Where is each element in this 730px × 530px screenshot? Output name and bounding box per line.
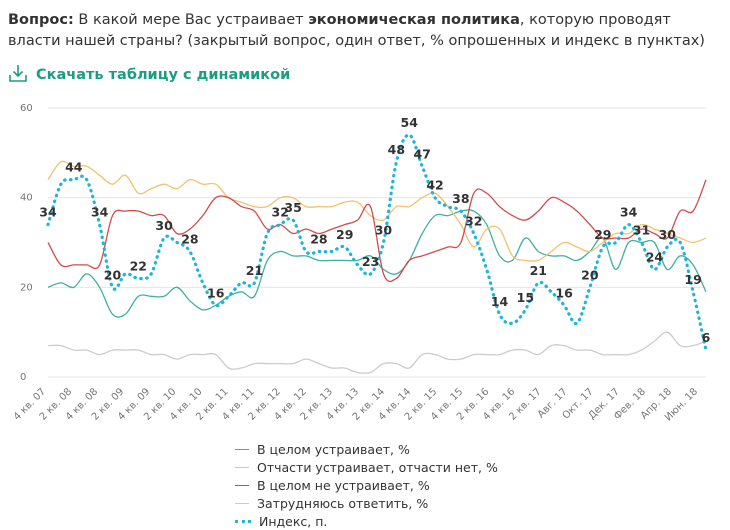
point-label: 20 — [104, 267, 122, 282]
question-part1: В какой мере Вас устраивает — [73, 12, 309, 28]
point-label: 21 — [246, 263, 263, 278]
point-label: 30 — [375, 223, 393, 238]
legend-swatch — [235, 484, 249, 486]
legend-label: В целом не устраивает, % — [257, 477, 430, 493]
y-tick-label: 40 — [20, 193, 33, 204]
legend-item[interactable]: Отчасти устраивает, отчасти нет, % — [235, 458, 498, 476]
point-label: 28 — [181, 231, 198, 246]
point-label: 29 — [594, 227, 611, 242]
legend-item[interactable]: Индекс, п. — [235, 512, 498, 530]
point-label: 42 — [426, 178, 443, 193]
point-label: 15 — [517, 290, 534, 305]
point-label: 44 — [65, 160, 83, 175]
legend-item[interactable]: Затрудняюсь ответить, % — [235, 494, 498, 512]
y-tick-label: 20 — [20, 282, 33, 293]
point-label: 54 — [401, 115, 419, 130]
legend-swatch — [235, 448, 249, 450]
question-text: Вопрос: В какой мере Вас устраивает экон… — [8, 10, 723, 52]
point-label: 31 — [633, 223, 650, 238]
point-label: 47 — [413, 146, 430, 161]
y-tick-label: 60 — [20, 103, 33, 114]
point-label: 30 — [659, 227, 677, 242]
legend-item[interactable]: В целом устраивает, % — [235, 440, 498, 458]
legend-swatch — [235, 519, 251, 523]
point-label: 32 — [272, 205, 289, 220]
point-label: 35 — [284, 200, 301, 215]
legend: В целом устраивает, % Отчасти устраивает,… — [235, 440, 498, 530]
point-label: 34 — [39, 205, 57, 220]
download-icon — [8, 63, 28, 87]
question-emphasis: экономическая политика — [308, 12, 520, 28]
point-label: 20 — [581, 267, 599, 282]
legend-label: В целом устраивает, % — [257, 441, 410, 457]
point-label: 34 — [620, 205, 638, 220]
point-label: 23 — [362, 254, 379, 269]
legend-label: Индекс, п. — [259, 513, 328, 529]
point-label: 16 — [207, 285, 225, 300]
legend-label: Затрудняюсь ответить, % — [257, 495, 429, 511]
x-axis: 4 кв. 072 кв. 084 кв. 082 кв. 094 кв. 09… — [12, 386, 700, 423]
point-label: 48 — [388, 142, 405, 157]
y-axis: 0 20 40 60 — [20, 103, 33, 383]
point-label: 34 — [91, 205, 109, 220]
legend-item[interactable]: В целом не устраивает, % — [235, 476, 498, 494]
series-line-1 — [47, 160, 707, 262]
point-label: 19 — [684, 272, 701, 287]
grid — [48, 107, 706, 378]
download-label: Скачать таблицу с динамикой — [36, 67, 291, 83]
series-line-3 — [47, 331, 707, 375]
point-label: 30 — [155, 218, 173, 233]
question-prefix: Вопрос: — [8, 12, 74, 28]
point-label: 21 — [530, 263, 547, 278]
point-label: 14 — [491, 294, 509, 309]
point-label: 29 — [336, 227, 353, 242]
legend-label: Отчасти устраивает, отчасти нет, % — [257, 459, 498, 475]
series-layer — [46, 133, 708, 375]
legend-swatch — [235, 502, 249, 504]
point-label: 22 — [130, 258, 147, 273]
point-label: 32 — [465, 214, 482, 229]
point-label: 38 — [452, 191, 469, 206]
point-label: 28 — [310, 231, 327, 246]
y-tick-label: 0 — [20, 372, 26, 383]
download-table-link[interactable]: Скачать таблицу с динамикой — [8, 62, 290, 88]
point-label: 6 — [702, 330, 711, 345]
chart: 0 20 40 60 4 кв. 072 кв. 084 кв. 082 кв. 09… — [12, 103, 711, 423]
legend-swatch — [235, 466, 249, 468]
series-line-2 — [47, 179, 707, 283]
question-part2: , которую проводят власти нашей страны? … — [8, 12, 705, 49]
point-label: 24 — [646, 249, 664, 264]
series-line-4 — [46, 133, 708, 352]
point-label: 16 — [555, 285, 573, 300]
